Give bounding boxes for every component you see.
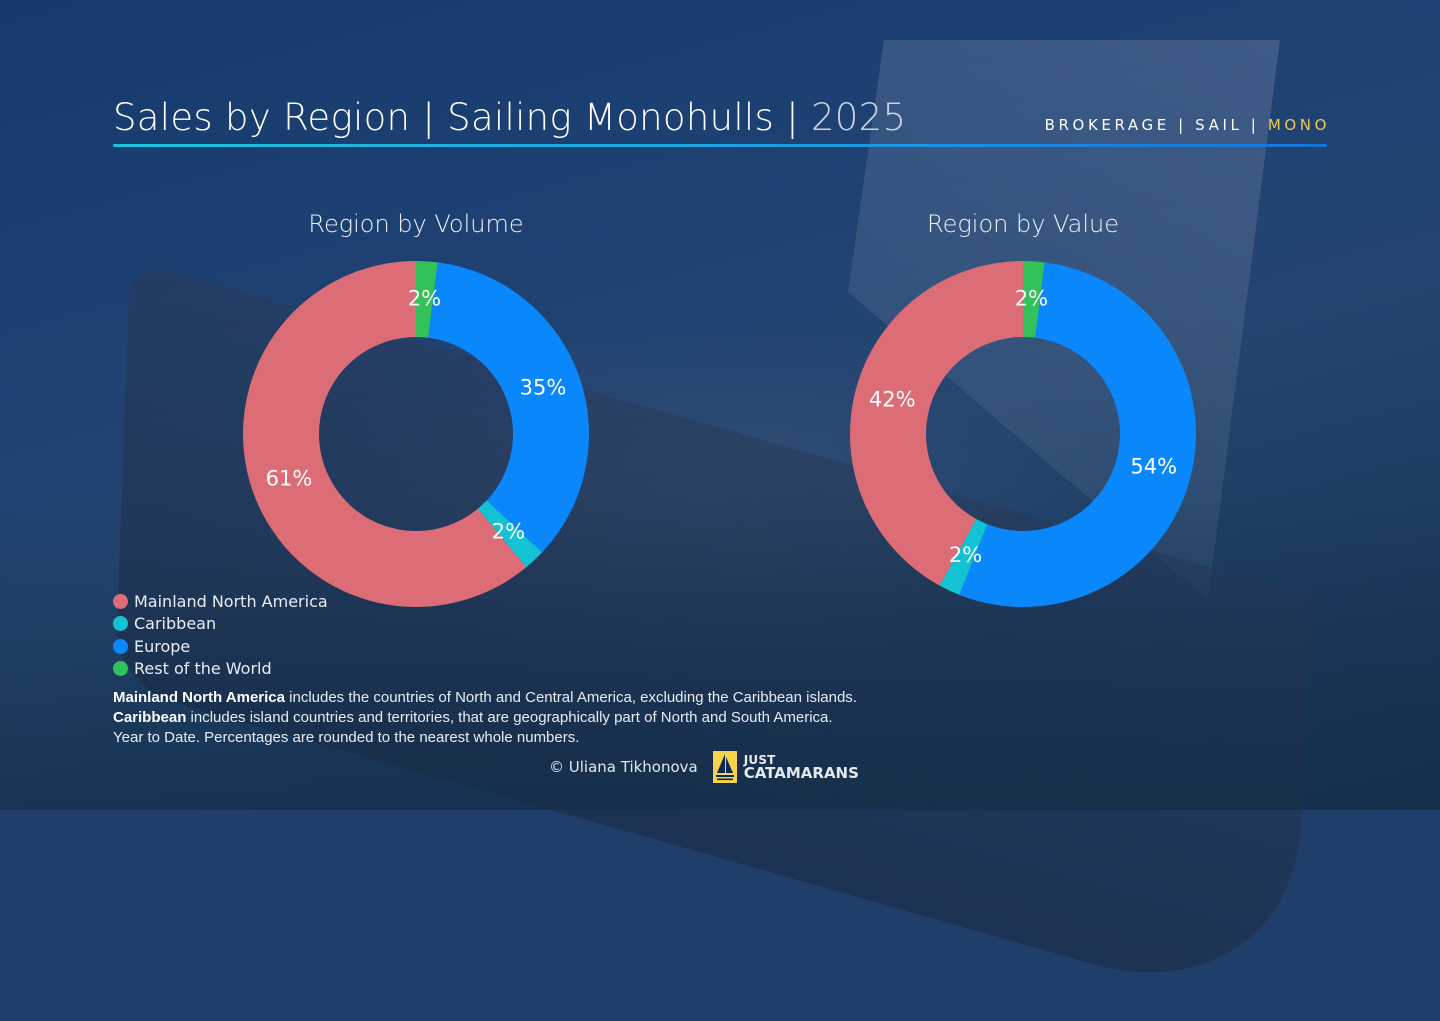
legend-item-mainland-north-america: Mainland North America (113, 590, 328, 613)
data-label: 2% (492, 519, 525, 543)
donut-segment-rest-of-the-world (416, 261, 438, 338)
donut-segment-europe (959, 262, 1197, 608)
data-label: 35% (520, 375, 567, 399)
legend: Mainland North America Caribbean Europe … (113, 590, 328, 680)
tags-main: BROKERAGE | SAIL | (1044, 116, 1268, 134)
legend-label: Rest of the World (134, 659, 272, 679)
donut-chart-volume: 2% 35% 2% 61% (242, 261, 589, 607)
title-year: 2025 (810, 96, 907, 139)
legend-item-rest-of-world: Rest of the World (113, 658, 328, 681)
category-tags: BROKERAGE | SAIL | MONO (1045, 116, 1330, 134)
note-caribbean: Caribbean includes island countries and … (113, 708, 857, 728)
credit: © Uliana Tikhonova (549, 758, 698, 776)
brand-logo: JUST CATAMARANS (711, 750, 859, 784)
logo-line1: JUST (743, 753, 776, 767)
legend-dot-icon (113, 661, 128, 677)
data-label: 2% (408, 286, 441, 310)
donut-segment-rest-of-the-world (1023, 261, 1045, 338)
note-mainland-text: includes the countries of North and Cent… (284, 689, 857, 706)
logo-line2: CATAMARANS (743, 764, 859, 782)
donut-segment-mainland-north-america (242, 261, 527, 607)
title-underline (113, 144, 1327, 147)
chart-title-volume: Region by Volume (308, 210, 524, 238)
note-ytd: Year to Date. Percentages are rounded to… (113, 729, 580, 746)
legend-item-caribbean: Caribbean (113, 613, 328, 636)
legend-dot-icon (113, 638, 128, 654)
data-label: 54% (1130, 455, 1177, 479)
donut-chart-value: 2% 54% 2% 42% (850, 261, 1197, 608)
donut-segment-europe (428, 262, 589, 553)
donut-segment-caribbean (939, 519, 988, 595)
title-main: Sales by Region | Sailing Monohulls | (113, 96, 811, 139)
legend-label: Mainland North America (134, 591, 328, 611)
data-label: 2% (1015, 286, 1048, 310)
note-caribbean-text: includes island countries and territorie… (186, 709, 833, 726)
tag-mono: MONO (1267, 116, 1330, 134)
data-label: 2% (949, 543, 982, 567)
data-label: 61% (266, 467, 313, 491)
note-mainland-term: Mainland North America (113, 689, 285, 706)
logo-wordmark: JUST CATAMARANS (743, 753, 859, 782)
footer: © Uliana Tikhonova JUST CATAMARANS (549, 750, 859, 784)
donut-segment-mainland-north-america (850, 261, 1023, 586)
sailboat-logo-icon (711, 750, 738, 784)
note-caribbean-term: Caribbean (113, 709, 187, 726)
legend-dot-icon (113, 593, 128, 609)
chart-title-value: Region by Value (927, 210, 1119, 238)
note-mainland: Mainland North America includes the coun… (113, 688, 857, 708)
legend-label: Caribbean (134, 614, 217, 634)
page-title: Sales by Region | Sailing Monohulls | 20… (113, 96, 906, 139)
legend-item-europe: Europe (113, 635, 328, 658)
data-label: 42% (869, 387, 916, 411)
legend-label: Europe (134, 636, 191, 656)
legend-dot-icon (113, 616, 128, 632)
donut-segment-caribbean (477, 500, 543, 568)
footnotes: Mainland North America includes the coun… (113, 688, 857, 748)
